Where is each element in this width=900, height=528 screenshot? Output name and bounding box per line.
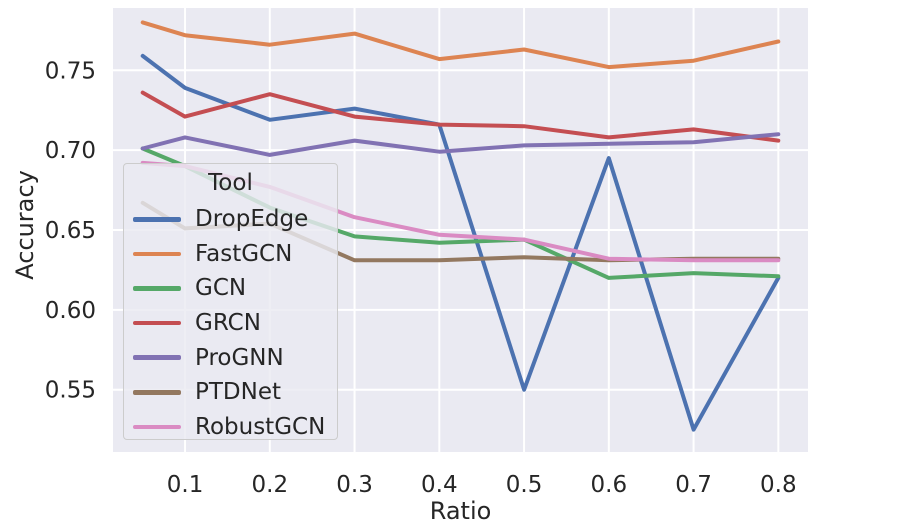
legend-item-fastgcn: FastGCN [124, 237, 337, 272]
x-tick-label: 0.3 [336, 472, 373, 498]
legend-label: GRCN [195, 310, 261, 337]
legend-title: Tool [208, 170, 253, 196]
x-tick-label: 0.7 [675, 472, 712, 498]
legend: Tool DropEdge FastGCN GCN GRCN ProGNN PTDNet R… [123, 163, 338, 440]
legend-label: GCN [195, 275, 247, 302]
legend-swatch-grcn [133, 320, 181, 326]
legend-swatch-prognn [133, 355, 181, 360]
legend-swatch-dropedge [133, 217, 181, 222]
y-axis-label: Accuracy [11, 170, 39, 280]
x-tick-label: 0.2 [252, 472, 289, 498]
y-tick-label: 0.60 [45, 298, 96, 324]
x-tick-label: 0.4 [421, 472, 458, 498]
x-tick-label: 0.6 [591, 472, 628, 498]
y-tick-label: 0.65 [45, 218, 96, 244]
legend-items: DropEdge FastGCN GCN GRCN ProGNN PTDNet Robust… [124, 202, 337, 444]
legend-swatch-robustgcn [133, 424, 181, 430]
y-tick-label: 0.55 [45, 378, 96, 404]
legend-label: RobustGCN [195, 413, 326, 440]
series-line-fastgcn [140, 20, 781, 70]
legend-label: FastGCN [195, 240, 293, 267]
legend-label: ProGNN [195, 344, 284, 371]
legend-label: DropEdge [195, 206, 309, 233]
x-axis-label: Ratio [429, 497, 492, 525]
x-tick-label: 0.8 [760, 472, 797, 498]
legend-item-gcn: GCN [124, 271, 337, 306]
x-tick-label: 0.1 [167, 472, 204, 498]
series-line-grcn [140, 90, 781, 143]
legend-item-grcn: GRCN [124, 306, 337, 341]
legend-item-ptdnet: PTDNet [124, 375, 337, 410]
series-line-prognn [140, 132, 781, 157]
x-tick-label: 0.5 [506, 472, 543, 498]
legend-label: PTDNet [195, 379, 282, 406]
legend-swatch-gcn [133, 286, 181, 291]
y-tick-label: 0.70 [45, 138, 96, 164]
legend-item-robustgcn: RobustGCN [124, 410, 337, 445]
y-tick-label: 0.75 [45, 58, 96, 84]
legend-item-prognn: ProGNN [124, 340, 337, 375]
legend-swatch-ptdnet [133, 390, 181, 395]
legend-swatch-fastgcn [133, 251, 181, 257]
legend-item-dropedge: DropEdge [124, 202, 337, 237]
